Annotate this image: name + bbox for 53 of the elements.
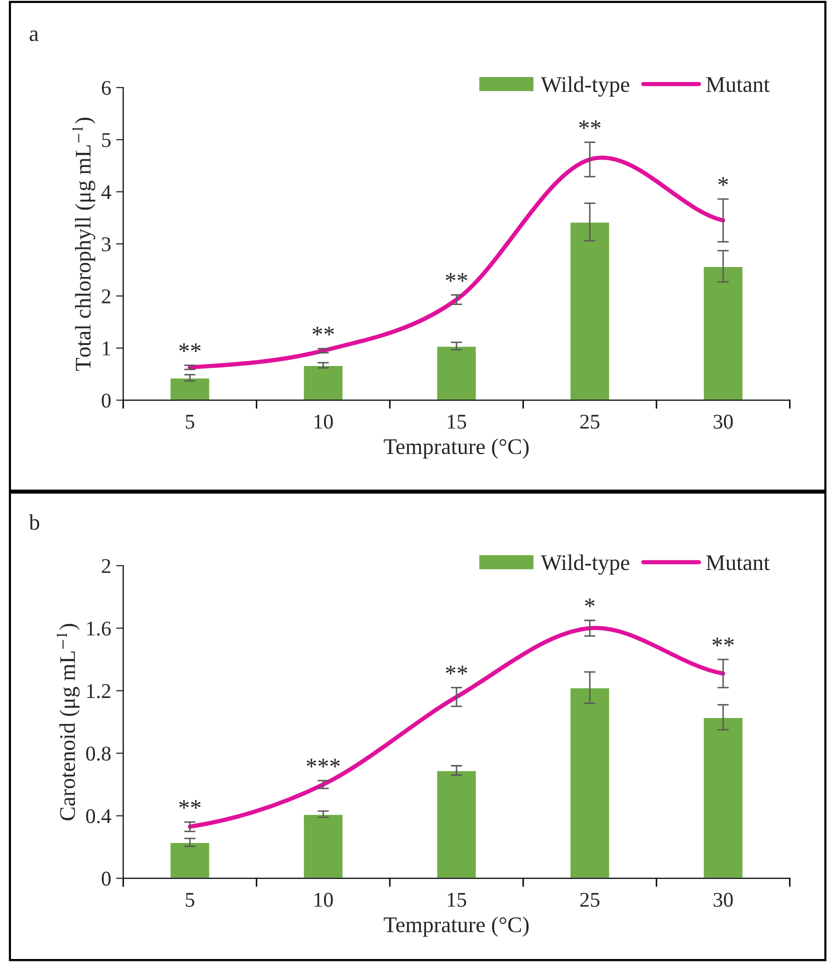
y-tick-label: 2 [102, 289, 110, 304]
y-tick-label: 0 [102, 394, 111, 408]
bar [702, 716, 744, 878]
legend-label: Mutant [706, 77, 770, 92]
y-tick-label: 6 [102, 80, 111, 95]
text: a [30, 30, 39, 42]
legend-label: Wild-type [540, 554, 630, 575]
annotation: ** [712, 638, 734, 646]
x-tick-label: 15 [448, 414, 466, 429]
bar [436, 770, 478, 878]
annotation: * [585, 598, 595, 608]
bar [302, 814, 344, 878]
text: b [28, 514, 40, 530]
y-tick-label: 0 [102, 872, 111, 886]
y-tick-label: 1.2 [87, 684, 110, 698]
x-tick-label: 25 [580, 414, 600, 429]
bar [169, 842, 211, 878]
x-tick-label: 15 [448, 892, 466, 907]
bar [436, 345, 478, 400]
x-tick-label: 30 [714, 892, 733, 907]
annotation: *** [306, 758, 340, 768]
y-tick-label: 0.8 [86, 746, 111, 761]
bar [302, 364, 344, 400]
bar [702, 266, 744, 400]
annotation: ** [179, 800, 201, 809]
legend-label: Wild-type [540, 76, 630, 97]
x-tick-label: 30 [714, 414, 733, 429]
x-tick-label: 10 [314, 414, 333, 429]
x-axis-title: Temprature (°C) [384, 916, 529, 937]
y-tick-label: 1.6 [87, 622, 111, 636]
y-axis-title: Carotenoid (μg mL$^{−1}$) [56, 624, 80, 820]
legend-label: Mutant [706, 555, 770, 570]
x-tick-label: 5 [186, 414, 194, 429]
annotation: ** [446, 666, 468, 674]
y-tick-label: 2 [102, 559, 110, 573]
x-tick-label: 5 [186, 893, 194, 907]
annotation: ** [312, 326, 334, 336]
y-tick-label: 5 [102, 133, 111, 148]
y-axis-title: Total chlorophyll (μg mL$^{−1}$) [72, 118, 96, 371]
x-tick-label: 25 [580, 892, 600, 907]
y-tick-label: 0.4 [86, 809, 112, 824]
x-axis-title: Temprature (°C) [384, 438, 529, 459]
bar [569, 686, 611, 878]
y-tick-label: 1 [102, 342, 110, 356]
y-tick-label: 3 [102, 237, 111, 252]
annotation: ** [579, 120, 600, 130]
x-tick-label: 10 [314, 892, 333, 907]
annotation: * [718, 177, 728, 186]
annotation: ** [179, 343, 201, 352]
y-tick-label: 4 [101, 185, 112, 199]
bar [569, 221, 611, 400]
bar [169, 377, 211, 400]
annotation: ** [446, 273, 468, 282]
